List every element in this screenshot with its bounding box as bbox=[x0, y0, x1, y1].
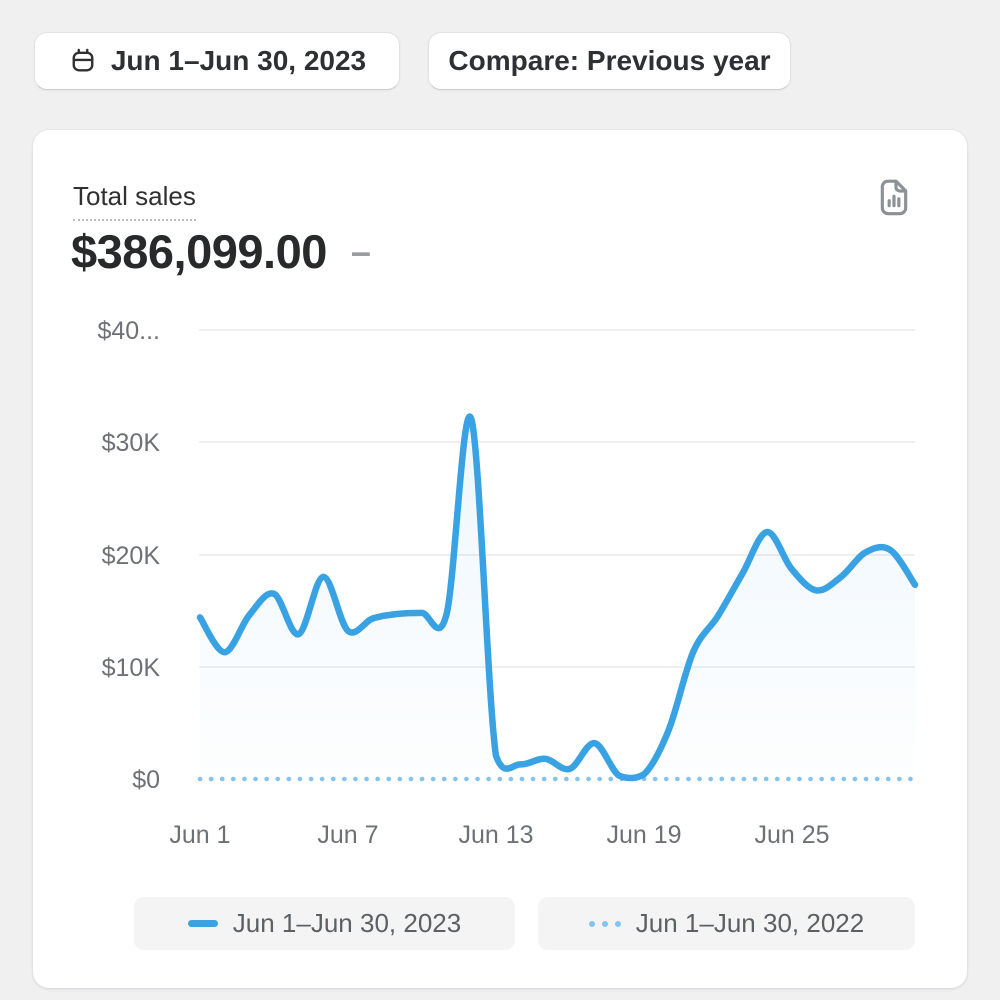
x-tick: Jun 25 bbox=[754, 821, 829, 849]
y-tick: $10K bbox=[102, 654, 161, 682]
chart-legend: Jun 1–Jun 30, 2023 Jun 1–Jun 30, 2022 bbox=[134, 897, 915, 950]
compare-label: Compare: Previous year bbox=[448, 45, 771, 76]
calendar-icon bbox=[68, 46, 98, 76]
sales-area-2023 bbox=[200, 416, 915, 779]
dotted-line-swatch-icon bbox=[588, 920, 621, 927]
y-tick: $0 bbox=[132, 766, 160, 794]
y-axis-labels: $40... $30K $20K $10K $0 bbox=[97, 317, 160, 794]
metric-change-dash: – bbox=[350, 231, 371, 273]
y-tick: $30K bbox=[102, 429, 161, 457]
date-range-button[interactable]: Jun 1–Jun 30, 2023 bbox=[34, 32, 400, 90]
x-axis-labels: Jun 1 Jun 7 Jun 13 Jun 19 Jun 25 bbox=[169, 821, 829, 849]
sales-line-2023 bbox=[196, 413, 919, 782]
report-file-icon[interactable] bbox=[873, 174, 915, 220]
y-tick: $20K bbox=[102, 542, 161, 570]
x-tick: Jun 1 bbox=[169, 821, 230, 849]
legend-label-2023: Jun 1–Jun 30, 2023 bbox=[232, 908, 462, 938]
metric-value: $386,099.00 bbox=[71, 225, 327, 278]
date-range-label: Jun 1–Jun 30, 2023 bbox=[110, 45, 367, 76]
legend-item-2022[interactable]: Jun 1–Jun 30, 2022 bbox=[538, 897, 915, 950]
compare-button[interactable]: Compare: Previous year bbox=[428, 32, 791, 90]
x-tick: Jun 7 bbox=[317, 821, 378, 849]
total-sales-card: Total sales $386,099.00 – bbox=[33, 130, 967, 988]
total-sales-chart[interactable]: $40... $30K $20K $10K $0 Jun 1 Jun 7 Jun… bbox=[33, 300, 967, 860]
legend-label-2022: Jun 1–Jun 30, 2022 bbox=[635, 908, 865, 938]
analytics-toolbar: Jun 1–Jun 30, 2023 Compare: Previous yea… bbox=[34, 32, 791, 90]
metric-title[interactable]: Total sales bbox=[73, 181, 196, 221]
legend-item-2023[interactable]: Jun 1–Jun 30, 2023 bbox=[134, 897, 515, 950]
x-tick: Jun 19 bbox=[606, 821, 681, 849]
x-tick: Jun 13 bbox=[458, 821, 533, 849]
solid-line-swatch-icon bbox=[187, 920, 218, 927]
y-tick: $40... bbox=[97, 317, 160, 345]
metric-value-row: $386,099.00 – bbox=[71, 224, 371, 280]
